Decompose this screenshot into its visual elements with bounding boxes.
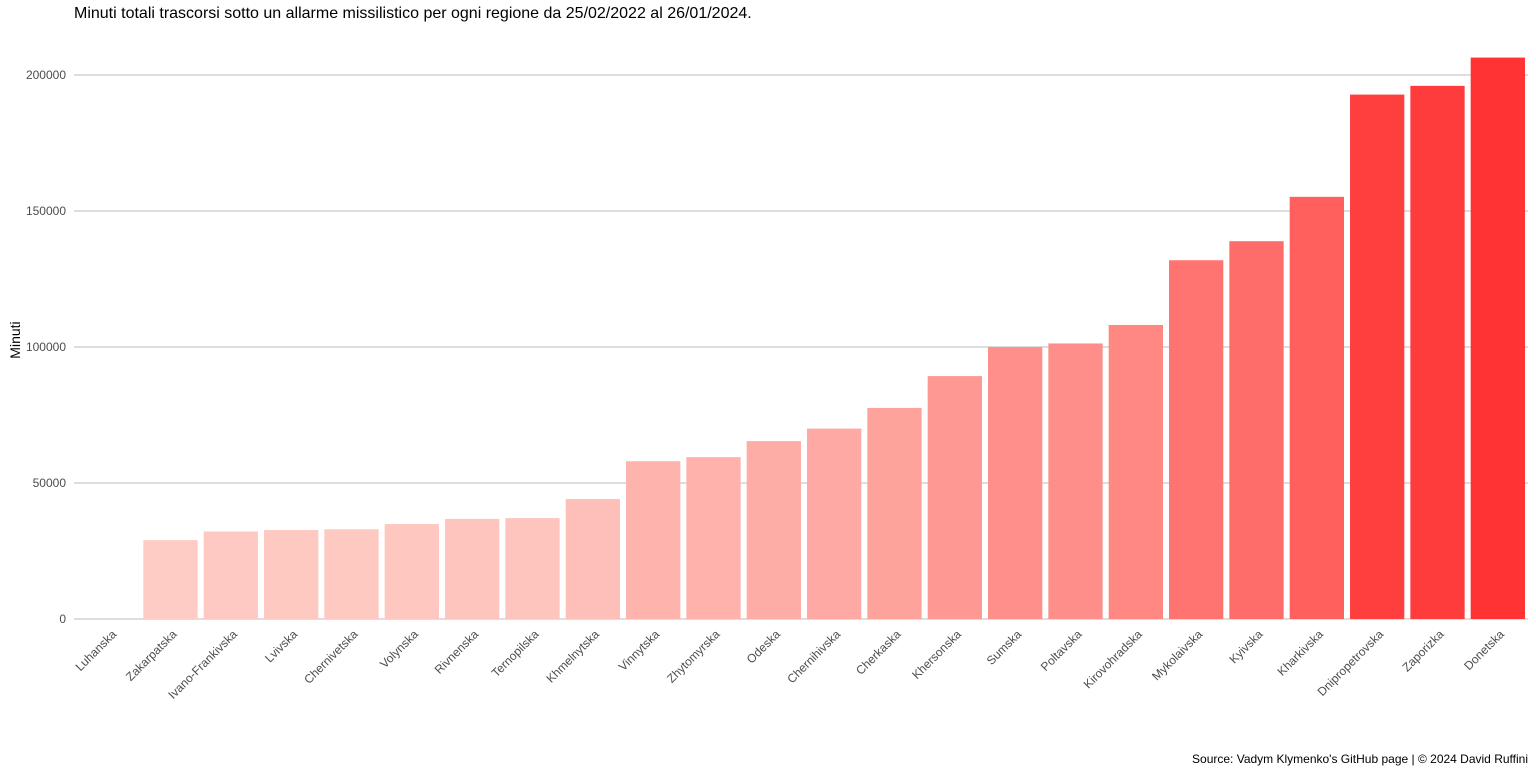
chart-title: Minuti totali trascorsi sotto un allarme… xyxy=(74,5,752,22)
bar-rivnenska xyxy=(445,518,500,619)
grid-lines xyxy=(74,74,1528,620)
x-tick-label: Kharkivska xyxy=(1275,627,1327,679)
bar-volynska xyxy=(384,524,439,619)
bar-ternopilska xyxy=(505,518,560,619)
bar-chernihivska xyxy=(807,428,862,619)
bar-kharkivska xyxy=(1289,196,1344,619)
y-tick-label: 0 xyxy=(59,612,66,626)
x-tick-label: Poltavska xyxy=(1038,627,1085,674)
bar-ivano-frankivska xyxy=(203,531,258,619)
bar-dnipropetrovska xyxy=(1350,94,1405,620)
x-tick-label: Zakarpatska xyxy=(123,627,180,684)
x-tick-label: Kyivska xyxy=(1226,627,1265,666)
x-tick-label: Khmelnytska xyxy=(543,627,602,686)
x-tick-label: Kirovohradska xyxy=(1081,627,1145,691)
x-tick-label: Zhytomyrska xyxy=(664,627,723,686)
x-tick-label: Cherkaska xyxy=(853,627,904,678)
bar-zaporizka xyxy=(1410,85,1465,619)
x-tick-label: Vinnytska xyxy=(616,627,663,674)
x-tick-label: Volynska xyxy=(377,627,421,671)
bar-kyivska xyxy=(1229,241,1284,619)
x-tick-label: Rivnenska xyxy=(432,627,482,677)
y-axis-ticks: 0 50000 100000 150000 200000 xyxy=(26,68,66,626)
bar-odeska xyxy=(746,441,801,619)
x-tick-label: Dnipropetrovska xyxy=(1315,627,1387,699)
bar-donetska xyxy=(1470,57,1525,620)
x-tick-label: Chernihivska xyxy=(784,627,843,686)
x-tick-label: Luhanska xyxy=(73,627,120,674)
y-tick-label: 100000 xyxy=(26,340,66,354)
bar-khmelnytska xyxy=(565,499,620,619)
y-tick-label: 150000 xyxy=(26,204,66,218)
bar-vinnytska xyxy=(626,461,681,619)
bar-chernivetska xyxy=(324,529,379,619)
x-tick-label: Donetska xyxy=(1461,627,1507,673)
bar-sumska xyxy=(988,347,1043,619)
x-tick-label: Ternopilska xyxy=(489,627,542,680)
y-axis-label: Minuti xyxy=(7,321,23,358)
bar-mykolaivska xyxy=(1169,260,1224,619)
chart-caption: Source: Vadym Klymenko's GitHub page | ©… xyxy=(1192,752,1528,766)
y-tick-label: 200000 xyxy=(26,68,66,82)
bar-zakarpatska xyxy=(143,540,198,619)
bars xyxy=(143,57,1525,620)
bar-lvivska xyxy=(264,530,319,619)
x-tick-label: Lvivska xyxy=(262,627,300,665)
y-tick-label: 50000 xyxy=(33,476,67,490)
x-tick-label: Mykolaivska xyxy=(1149,627,1205,683)
bar-kirovohradska xyxy=(1108,324,1163,619)
x-tick-label: Odeska xyxy=(744,627,783,666)
bar-zhytomyrska xyxy=(686,457,741,619)
x-tick-label: Sumska xyxy=(984,627,1025,668)
x-tick-label: Zaporizka xyxy=(1399,627,1446,674)
bar-cherkaska xyxy=(867,407,922,619)
x-tick-label: Khersonska xyxy=(909,627,964,682)
bar-poltavska xyxy=(1048,343,1103,619)
bar-khersonska xyxy=(927,376,982,619)
x-tick-label: Chernivetska xyxy=(301,627,361,687)
